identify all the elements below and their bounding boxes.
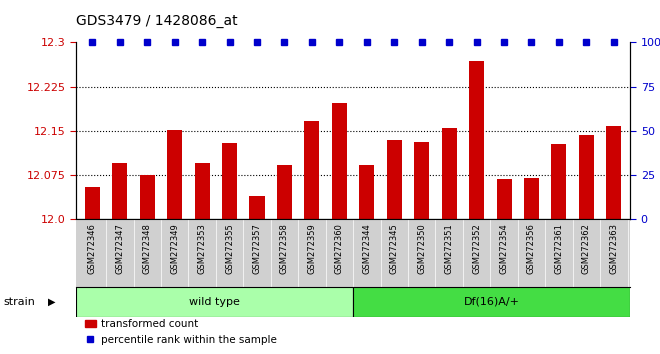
Bar: [359, 165, 374, 219]
Bar: [76, 287, 353, 317]
Text: GSM272357: GSM272357: [253, 223, 261, 274]
Bar: [222, 143, 237, 219]
Legend: transformed count, percentile rank within the sample: transformed count, percentile rank withi…: [81, 315, 281, 349]
Bar: [442, 128, 457, 219]
Text: GSM272355: GSM272355: [225, 223, 234, 274]
Bar: [277, 165, 292, 219]
Bar: [332, 103, 347, 219]
Bar: [469, 61, 484, 219]
Bar: [85, 187, 100, 219]
Bar: [607, 126, 621, 219]
Text: GSM272350: GSM272350: [417, 223, 426, 274]
Text: GSM272361: GSM272361: [554, 223, 564, 274]
Text: GDS3479 / 1428086_at: GDS3479 / 1428086_at: [76, 14, 238, 28]
Bar: [551, 144, 566, 219]
Text: ▶: ▶: [48, 297, 55, 307]
Text: Df(16)A/+: Df(16)A/+: [464, 297, 519, 307]
Bar: [524, 178, 539, 219]
Bar: [496, 179, 512, 219]
Bar: [195, 164, 210, 219]
Bar: [353, 287, 630, 317]
Bar: [387, 140, 402, 219]
Text: GSM272360: GSM272360: [335, 223, 344, 274]
Text: wild type: wild type: [189, 297, 240, 307]
Text: GSM272347: GSM272347: [115, 223, 124, 274]
Text: GSM272356: GSM272356: [527, 223, 536, 274]
Text: strain: strain: [3, 297, 35, 307]
Text: GSM272351: GSM272351: [445, 223, 453, 274]
Text: GSM272358: GSM272358: [280, 223, 289, 274]
Bar: [167, 130, 182, 219]
Text: GSM272359: GSM272359: [308, 223, 316, 274]
Text: GSM272349: GSM272349: [170, 223, 180, 274]
Text: GSM272348: GSM272348: [143, 223, 152, 274]
Text: GSM272345: GSM272345: [390, 223, 399, 274]
Bar: [579, 135, 594, 219]
Bar: [414, 142, 429, 219]
Bar: [304, 121, 319, 219]
Text: GSM272354: GSM272354: [500, 223, 509, 274]
Text: GSM272363: GSM272363: [609, 223, 618, 274]
Text: GSM272344: GSM272344: [362, 223, 372, 274]
Bar: [249, 196, 265, 219]
Text: GSM272353: GSM272353: [197, 223, 207, 274]
Bar: [112, 164, 127, 219]
Bar: [140, 175, 155, 219]
Text: GSM272362: GSM272362: [582, 223, 591, 274]
Text: GSM272352: GSM272352: [472, 223, 481, 274]
Text: GSM272346: GSM272346: [88, 223, 97, 274]
